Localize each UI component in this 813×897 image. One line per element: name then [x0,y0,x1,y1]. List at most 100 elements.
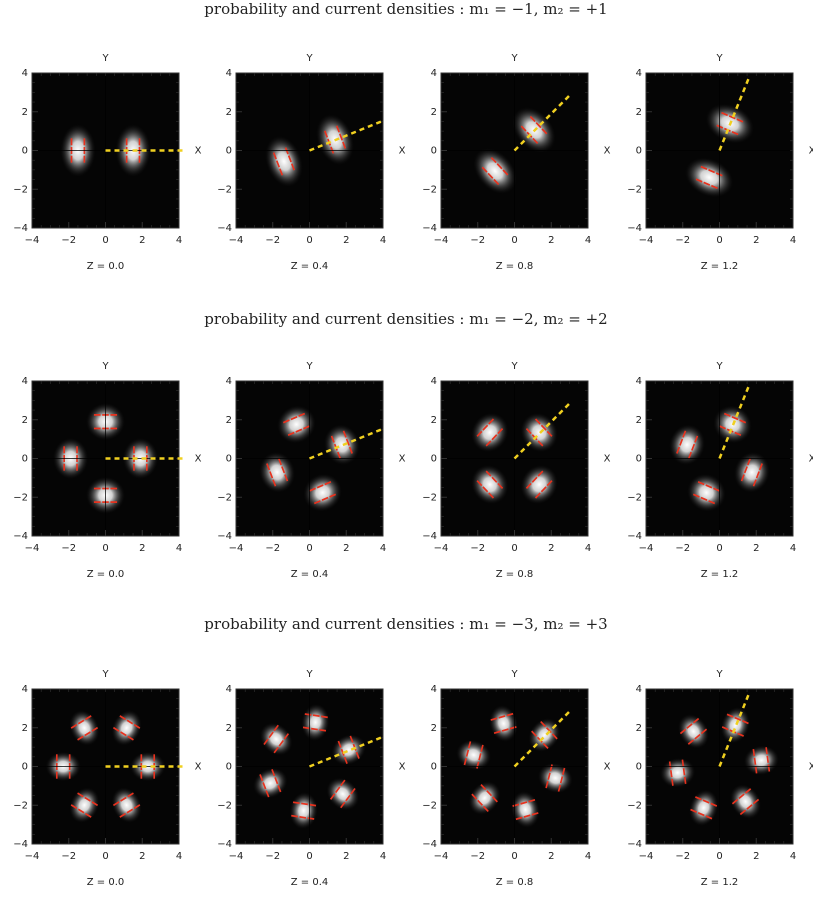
panel: −4−2024−4−2024YXZ = 0.0 [13,669,201,888]
panel-caption: Z = 0.4 [291,569,329,580]
current-arrow [682,760,683,767]
panel: −4−2024−4−2024YXZ = 0.4 [217,361,405,580]
row-title: probability and current densities : m₁ =… [204,0,607,18]
y-tick-label: 2 [431,723,437,734]
y-tick-label: −4 [13,223,28,234]
x-tick-label: 4 [176,543,182,554]
y-tick-label: −2 [217,184,232,195]
x-tick-label: −4 [434,543,449,554]
current-arrow [313,715,320,716]
x-tick-label: 4 [585,235,591,246]
y-tick-label: −2 [13,184,28,195]
current-arrow [670,762,671,769]
x-tick-label: −4 [639,851,654,862]
current-arrow [308,818,315,819]
x-tick-label: 4 [585,543,591,554]
current-arrow [766,747,767,754]
y-tick-label: −4 [422,223,437,234]
y-tick-label: 4 [636,684,642,695]
x-tick-label: 2 [753,235,759,246]
panel-caption: Z = 0.4 [291,877,329,888]
x-tick-label: 0 [102,851,108,862]
y-axis-label: Y [101,53,109,64]
y-axis-label: Y [305,53,313,64]
x-tick-label: −2 [675,851,690,862]
x-tick-label: −2 [265,543,280,554]
x-tick-label: 4 [585,851,591,862]
y-tick-label: −2 [627,492,642,503]
current-arrow [301,803,308,804]
y-tick-label: −4 [217,531,232,542]
x-tick-label: 2 [343,543,349,554]
x-tick-label: 4 [790,851,796,862]
y-tick-label: −2 [627,800,642,811]
y-tick-label: 4 [226,376,232,387]
x-tick-label: −4 [229,235,244,246]
x-tick-label: 2 [343,851,349,862]
y-axis-label: Y [101,669,109,680]
y-axis-label: Y [510,669,518,680]
x-axis-label: X [399,762,406,773]
x-axis-label: X [399,454,406,465]
current-arrow [767,756,768,763]
row-title: probability and current densities : m₁ =… [204,615,607,633]
y-axis-label: Y [101,361,109,372]
x-tick-label: 4 [790,235,796,246]
x-tick-label: 2 [139,235,145,246]
y-tick-label: 0 [22,454,28,465]
row-title: probability and current densities : m₁ =… [204,310,607,328]
y-axis-label: Y [305,669,313,680]
current-arrow [299,817,306,818]
y-tick-label: −4 [627,839,642,850]
x-axis-label: X [604,146,611,157]
y-tick-label: 0 [636,146,642,157]
y-tick-label: 2 [226,415,232,426]
panel-caption: Z = 0.0 [87,877,125,888]
figure: probability and current densities : m₁ =… [0,0,813,897]
x-axis-label: X [604,454,611,465]
y-tick-label: 0 [431,762,437,773]
x-tick-label: −4 [639,235,654,246]
y-tick-label: −4 [422,531,437,542]
x-tick-label: 0 [716,851,722,862]
y-tick-label: 0 [226,762,232,773]
x-tick-label: −4 [434,851,449,862]
x-axis-label: X [809,762,813,773]
x-axis-label: X [809,146,813,157]
x-tick-label: 4 [176,235,182,246]
panel: −4−2024−4−2024YXZ = 0.8 [422,53,610,272]
panel: −4−2024−4−2024YXZ = 1.2 [627,361,813,580]
current-arrow [309,805,316,806]
x-tick-label: −4 [25,543,40,554]
y-tick-label: −4 [217,223,232,234]
y-tick-label: −2 [13,800,28,811]
current-arrow [303,727,310,728]
current-arrow [768,765,769,772]
y-tick-label: 4 [22,68,28,79]
y-tick-label: −4 [13,839,28,850]
x-tick-label: 4 [380,851,386,862]
y-tick-label: 2 [431,415,437,426]
y-tick-label: 0 [636,762,642,773]
x-tick-label: −2 [470,235,485,246]
panel-caption: Z = 1.2 [701,261,739,272]
panel: −4−2024−4−2024YXZ = 0.4 [217,53,405,272]
current-arrow [684,768,685,775]
current-arrow [305,714,312,715]
panel-caption: Z = 0.8 [496,877,534,888]
panel-caption: Z = 0.8 [496,569,534,580]
y-tick-label: 4 [431,376,437,387]
y-axis-label: Y [715,53,723,64]
panel-caption: Z = 0.0 [87,569,125,580]
y-axis-label: Y [715,669,723,680]
panel-caption: Z = 1.2 [701,569,739,580]
x-tick-label: −4 [25,235,40,246]
y-tick-label: −2 [422,184,437,195]
y-tick-label: −2 [627,184,642,195]
current-arrow [685,777,686,784]
x-tick-label: 4 [380,543,386,554]
current-arrow [293,802,300,803]
